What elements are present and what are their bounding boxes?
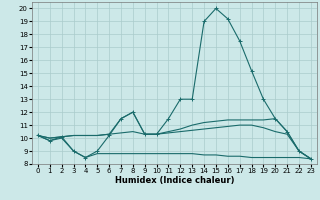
X-axis label: Humidex (Indice chaleur): Humidex (Indice chaleur) — [115, 176, 234, 185]
